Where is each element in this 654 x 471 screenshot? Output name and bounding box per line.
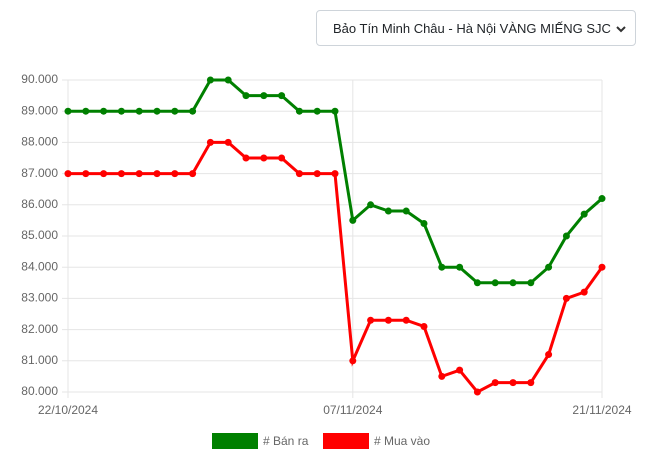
- point: [224, 76, 232, 84]
- point: [580, 288, 588, 296]
- y-tick-label: 87.000: [21, 166, 58, 180]
- y-tick-label: 88.000: [21, 135, 58, 149]
- point: [545, 263, 553, 271]
- point: [402, 316, 410, 324]
- point: [438, 263, 446, 271]
- point: [171, 170, 179, 178]
- point: [598, 195, 606, 203]
- point: [242, 92, 250, 100]
- point: [64, 170, 72, 178]
- point: [367, 316, 375, 324]
- point: [135, 107, 143, 115]
- point: [100, 107, 108, 115]
- y-tick-label: 85.000: [21, 228, 58, 242]
- point: [349, 216, 357, 224]
- y-tick-label: 89.000: [21, 103, 58, 117]
- point: [491, 379, 499, 387]
- point: [473, 388, 481, 396]
- point: [313, 170, 321, 178]
- point: [278, 154, 286, 162]
- point: [527, 379, 535, 387]
- point: [402, 207, 410, 215]
- point: [420, 322, 428, 330]
- point: [456, 366, 464, 374]
- chevron: [616, 26, 626, 33]
- point: [438, 372, 446, 380]
- point: [189, 107, 197, 115]
- point: [331, 170, 339, 178]
- point: [260, 92, 268, 100]
- legend-swatch: [323, 433, 369, 449]
- point: [420, 220, 428, 228]
- point: [153, 107, 161, 115]
- point: [473, 279, 481, 287]
- legend-label: # Bán ra: [263, 434, 309, 448]
- point: [384, 316, 392, 324]
- point: [545, 351, 553, 359]
- point: [117, 107, 125, 115]
- point: [153, 170, 161, 178]
- x-tick-label: 22/10/2024: [38, 403, 98, 417]
- point: [456, 263, 464, 271]
- x-tick-label: 07/11/2024: [323, 403, 382, 417]
- point: [135, 170, 143, 178]
- legend-label: # Mua vào: [374, 434, 430, 448]
- point: [527, 279, 535, 287]
- y-tick-label: 82.000: [21, 322, 58, 336]
- point: [313, 107, 321, 115]
- point: [598, 263, 606, 271]
- legend-swatch: [212, 433, 258, 449]
- y-tick-label: 83.000: [21, 291, 58, 305]
- dropdown[interactable]: Bảo Tín Minh Châu - Hà Nội VÀNG MIẾNG SJ…: [316, 10, 636, 46]
- point: [580, 210, 588, 218]
- y-tick-label: 90.000: [21, 72, 58, 86]
- point: [82, 107, 90, 115]
- point: [349, 357, 357, 365]
- point: [509, 279, 517, 287]
- point: [171, 107, 179, 115]
- point: [64, 107, 72, 115]
- point: [278, 92, 286, 100]
- point: [224, 138, 232, 146]
- point: [509, 379, 517, 387]
- point: [82, 170, 90, 178]
- y-tick-label: 81.000: [21, 353, 58, 367]
- point: [260, 154, 268, 162]
- point: [295, 107, 303, 115]
- dropdown-text: Bảo Tín Minh Châu - Hà Nội VÀNG MIẾNG SJ…: [333, 20, 611, 36]
- point: [331, 107, 339, 115]
- y-tick-label: 84.000: [21, 259, 58, 273]
- point: [562, 232, 570, 240]
- point: [367, 201, 375, 209]
- point: [206, 76, 214, 84]
- point: [206, 138, 214, 146]
- point: [295, 170, 303, 178]
- point: [242, 154, 250, 162]
- point: [189, 170, 197, 178]
- point: [117, 170, 125, 178]
- point: [562, 294, 570, 302]
- y-tick-label: 80.000: [21, 384, 58, 398]
- point: [491, 279, 499, 287]
- point: [384, 207, 392, 215]
- y-tick-label: 86.000: [21, 197, 58, 211]
- x-tick-label: 21/11/2024: [572, 403, 631, 417]
- point: [100, 170, 108, 178]
